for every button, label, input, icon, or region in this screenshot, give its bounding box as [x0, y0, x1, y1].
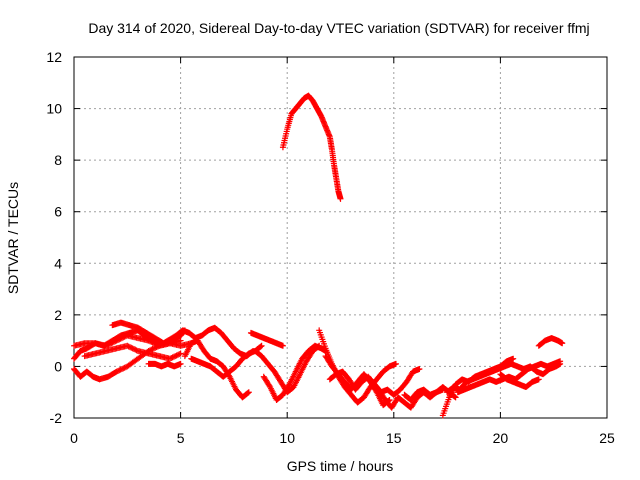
series-arc-22	[535, 335, 566, 349]
data-point	[128, 344, 135, 351]
data-point	[125, 343, 132, 350]
x-tick-label: 0	[70, 430, 78, 446]
plot-border	[73, 56, 608, 419]
x-axis-label: GPS time / hours	[287, 458, 394, 474]
data-point	[557, 358, 564, 365]
x-tick-label: 5	[177, 430, 185, 446]
y-tick-label: 4	[54, 255, 62, 271]
data-point	[452, 394, 459, 401]
data-point	[451, 393, 458, 400]
data-point	[129, 345, 136, 352]
data-point	[149, 346, 156, 353]
data-point	[132, 346, 139, 353]
plot-frame	[73, 56, 608, 419]
series-arc-high	[279, 92, 344, 202]
data-point	[172, 353, 179, 360]
data-point	[116, 367, 123, 374]
series-arc-21	[497, 371, 542, 391]
data-point	[245, 389, 252, 396]
data-point	[258, 342, 265, 349]
y-axis-label: SDTVAR / TECUs	[5, 182, 21, 294]
data-point	[177, 337, 184, 344]
data-point	[337, 195, 344, 202]
series-arc-6	[145, 360, 184, 370]
x-tick-label: 10	[279, 430, 295, 446]
data-point	[124, 342, 131, 349]
chart-title: Day 314 of 2020, Sidereal Day-to-day VTE…	[88, 20, 589, 36]
data-point	[173, 352, 180, 359]
data-point	[177, 350, 184, 357]
data-point	[117, 366, 124, 373]
data-point	[150, 345, 157, 352]
data-point	[166, 355, 173, 362]
data-point	[153, 344, 160, 351]
y-tick-label: 0	[54, 358, 62, 374]
series-arc-4	[81, 342, 184, 362]
data-point	[257, 343, 264, 350]
data-point	[114, 367, 121, 374]
grid-lines	[74, 57, 607, 418]
data-point	[174, 351, 181, 358]
data-point	[170, 353, 177, 360]
data-point	[120, 365, 127, 372]
y-tick-label: 12	[46, 49, 62, 65]
y-tick-label: 8	[54, 152, 62, 168]
data-point	[416, 366, 423, 373]
data-point	[130, 346, 137, 353]
data-point	[133, 347, 140, 354]
data-point	[152, 344, 159, 351]
y-tick-label: 2	[54, 307, 62, 323]
data-point	[154, 343, 161, 350]
data-point	[176, 351, 183, 358]
x-tick-label: 15	[386, 430, 402, 446]
y-tick-label: 6	[54, 204, 62, 220]
data-point	[245, 389, 252, 396]
data-point	[121, 364, 128, 371]
x-tick-label: 25	[599, 430, 615, 446]
series-arc-11	[252, 342, 323, 396]
y-tick-label: -2	[50, 410, 63, 426]
data-point	[126, 344, 133, 351]
x-tick-label: 20	[493, 430, 509, 446]
data-point	[169, 354, 176, 361]
data-point	[279, 342, 286, 349]
x-axis-ticks: 0 5 10 15 20 25	[70, 57, 615, 446]
data-point	[535, 376, 542, 383]
series-arc-20	[454, 358, 564, 396]
series-arc-19	[444, 360, 564, 396]
data-point	[177, 360, 184, 367]
y-tick-label: 10	[46, 101, 62, 117]
data-point	[392, 360, 399, 367]
series-arc-3	[71, 337, 184, 383]
data-point	[118, 366, 125, 373]
data-points	[71, 92, 566, 419]
data-point	[168, 355, 175, 362]
data-point	[559, 340, 566, 347]
series-arc-10	[247, 329, 286, 349]
data-point	[510, 355, 517, 362]
y-axis-ticks: -2 0 2 4 6 8 10 12	[46, 49, 607, 426]
data-point	[113, 368, 120, 375]
